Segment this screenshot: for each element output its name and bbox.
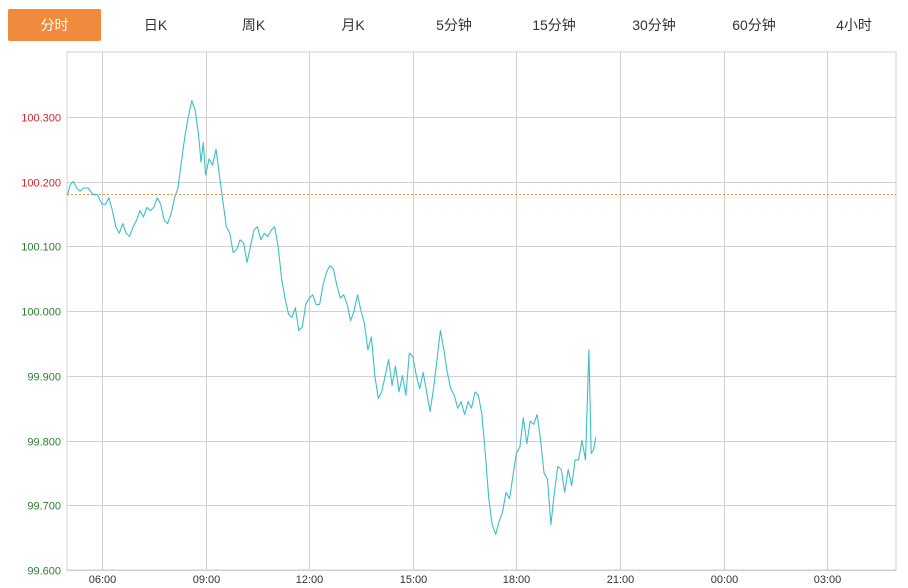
tab-intraday[interactable]: 分时 — [8, 9, 101, 41]
tab-5min[interactable]: 5分钟 — [436, 17, 472, 33]
period-tabs: 分时 日K 周K 月K 5分钟 15分钟 30分钟 60分钟 4小时 — [0, 0, 908, 48]
y-tick-label: 99.600 — [27, 566, 61, 578]
tab-4hour[interactable]: 4小时 — [836, 17, 872, 33]
tab-weekly-k[interactable]: 周K — [241, 17, 266, 33]
y-tick-label: 100.100 — [21, 242, 61, 254]
x-tick-label: 06:00 — [89, 574, 117, 586]
x-tick-label: 00:00 — [711, 574, 739, 586]
y-tick-label: 99.800 — [27, 437, 61, 449]
price-line — [66, 100, 597, 535]
x-tick-label: 21:00 — [607, 574, 635, 586]
tab-daily-k[interactable]: 日K — [143, 17, 168, 33]
tab-15min[interactable]: 15分钟 — [532, 17, 576, 33]
tab-30min[interactable]: 30分钟 — [632, 17, 676, 33]
x-tick-label: 15:00 — [400, 574, 428, 586]
tab-monthly-k[interactable]: 月K — [341, 17, 365, 33]
x-tick-label: 09:00 — [193, 574, 221, 586]
tab-60min[interactable]: 60分钟 — [732, 17, 776, 33]
x-tick-label: 12:00 — [296, 574, 324, 586]
x-tick-label: 18:00 — [503, 574, 531, 586]
y-tick-label: 99.700 — [27, 501, 61, 513]
y-tick-label: 99.900 — [27, 372, 61, 384]
y-tick-label: 100.200 — [21, 178, 61, 190]
y-tick-label: 100.300 — [21, 113, 61, 125]
y-tick-label: 100.000 — [21, 307, 61, 319]
x-tick-label: 03:00 — [814, 574, 842, 586]
